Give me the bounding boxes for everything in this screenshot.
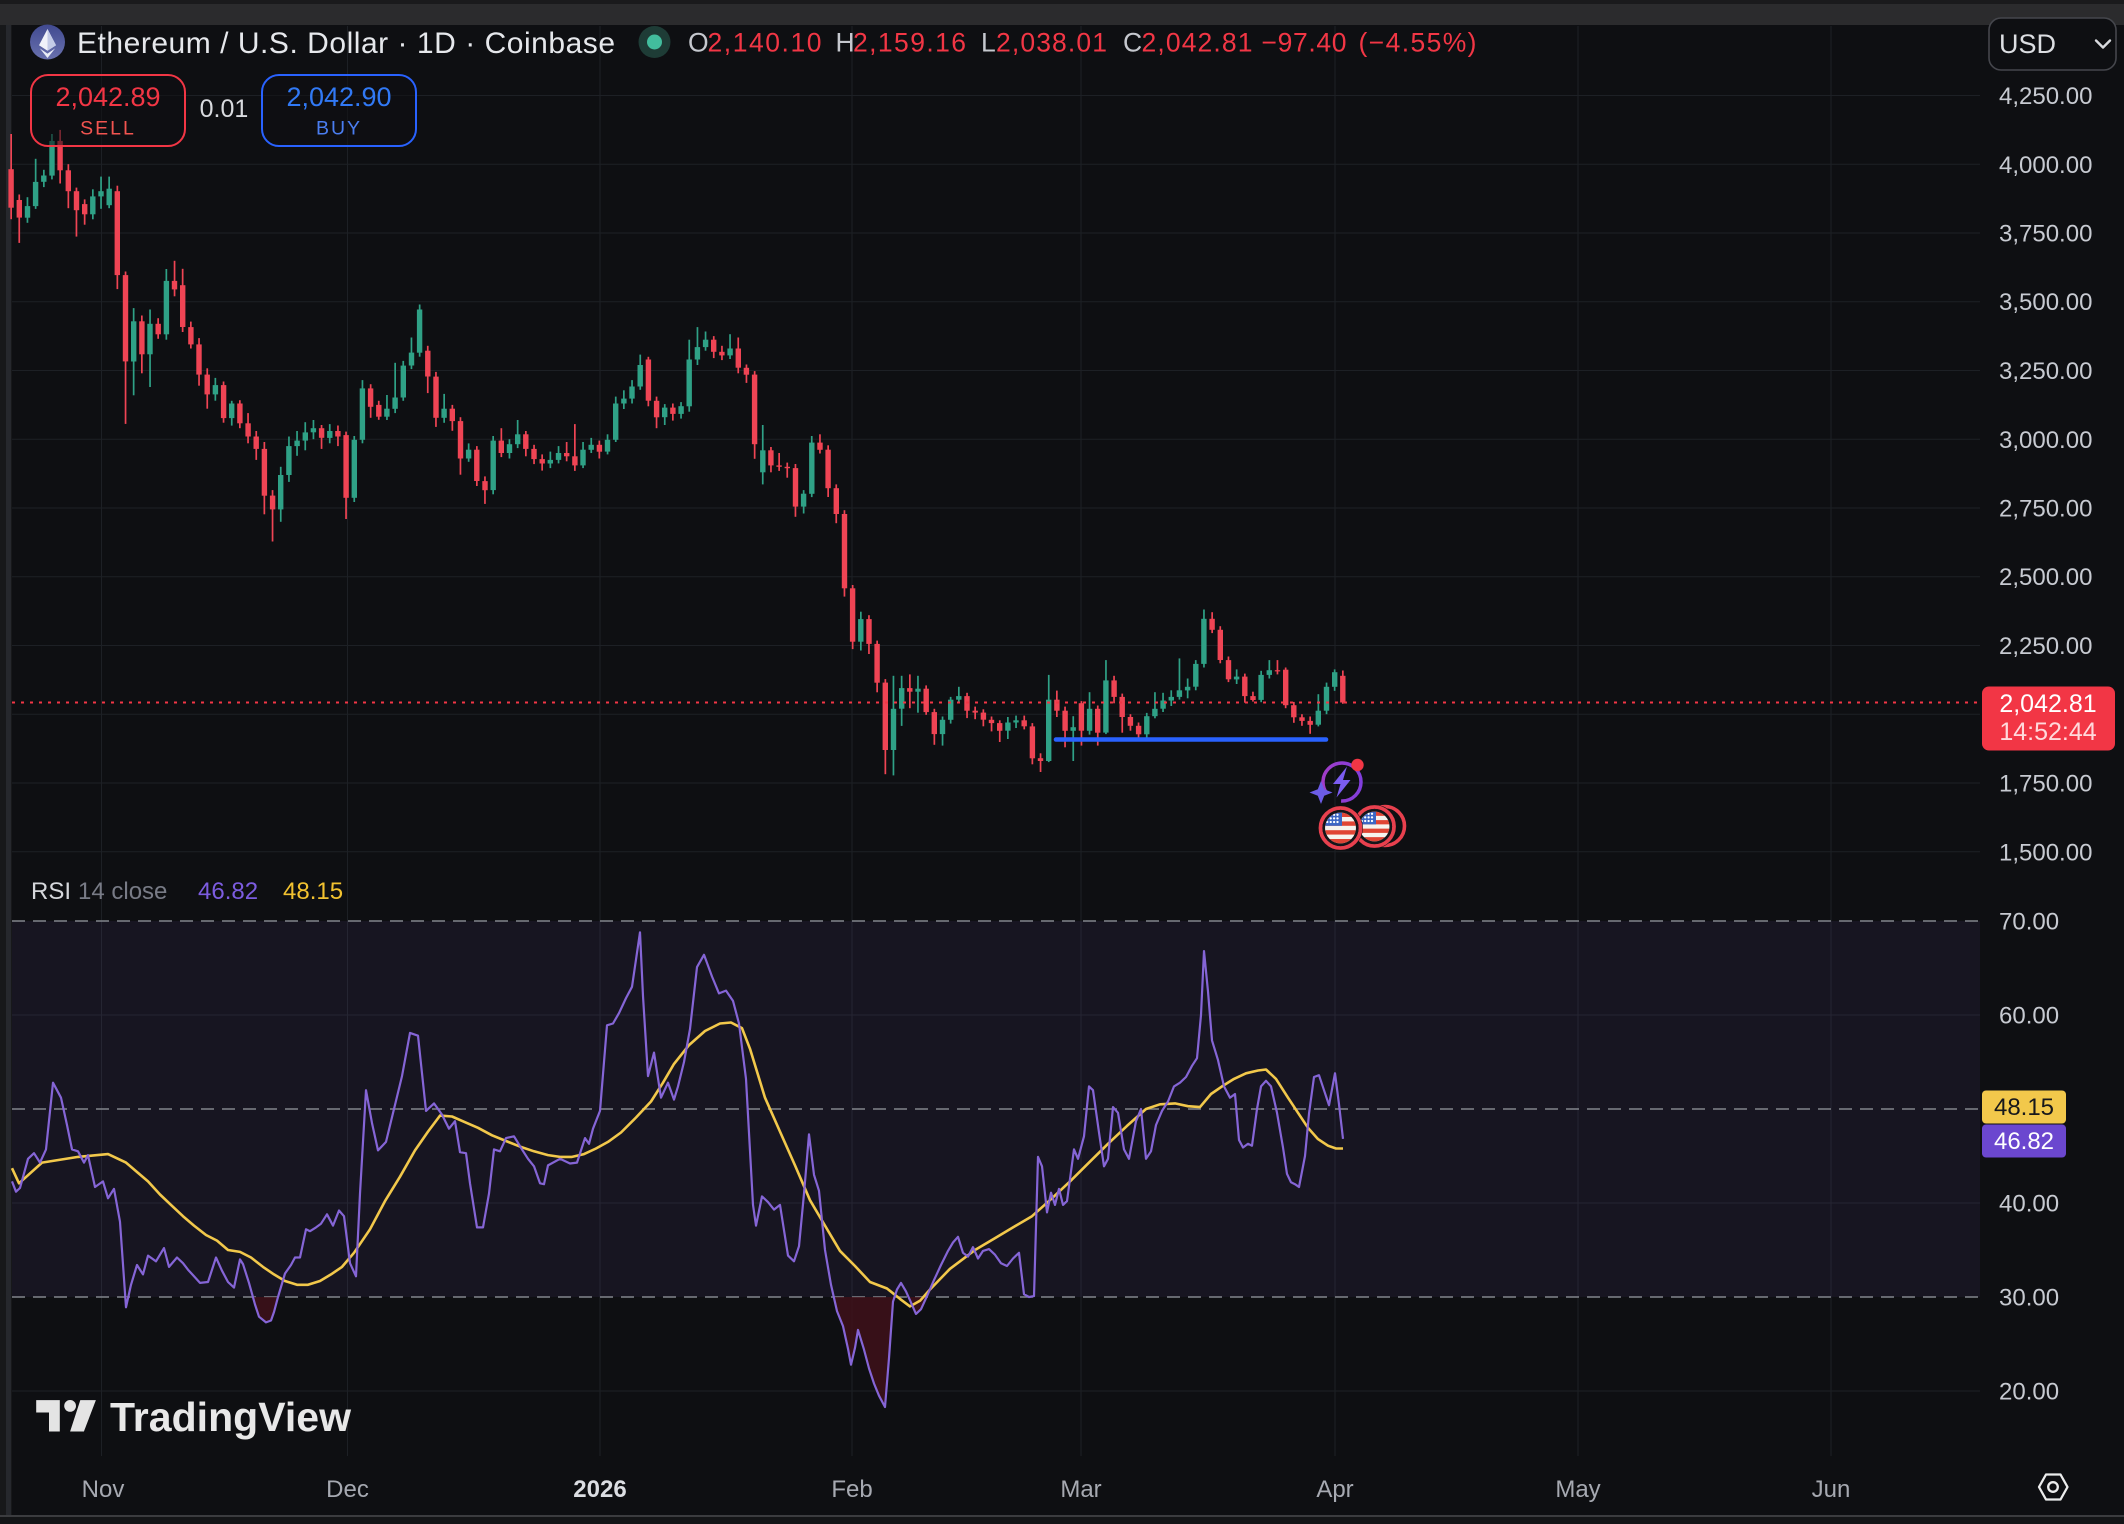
- svg-text:−97.40: −97.40: [1262, 28, 1347, 58]
- svg-text:0.01: 0.01: [200, 95, 249, 123]
- svg-text:2,159.16: 2,159.16: [853, 28, 966, 58]
- svg-text:3,750.00: 3,750.00: [1999, 221, 2092, 248]
- svg-text:Dec: Dec: [326, 1476, 369, 1503]
- svg-text:1,500.00: 1,500.00: [1999, 839, 2092, 866]
- svg-text:60.00: 60.00: [1999, 1003, 2059, 1030]
- svg-text:70.00: 70.00: [1999, 909, 2059, 936]
- svg-text:TradingView: TradingView: [110, 1394, 351, 1440]
- svg-text:2026: 2026: [573, 1476, 626, 1503]
- svg-text:2,750.00: 2,750.00: [1999, 496, 2092, 523]
- svg-text:2,042.89: 2,042.89: [55, 82, 160, 112]
- svg-text:2,038.01: 2,038.01: [996, 28, 1107, 58]
- svg-text:4,250.00: 4,250.00: [1999, 83, 2092, 110]
- svg-text:Apr: Apr: [1316, 1476, 1353, 1503]
- svg-text:Mar: Mar: [1060, 1476, 1101, 1503]
- svg-text:1,750.00: 1,750.00: [1999, 771, 2092, 798]
- svg-text:48.15: 48.15: [283, 878, 343, 905]
- svg-text:2,140.10: 2,140.10: [708, 28, 822, 58]
- svg-text:2,042.90: 2,042.90: [286, 82, 391, 112]
- svg-text:(−4.55%): (−4.55%): [1359, 28, 1477, 58]
- svg-text:20.00: 20.00: [1999, 1379, 2059, 1406]
- svg-text:4,000.00: 4,000.00: [1999, 152, 2092, 179]
- svg-text:3,250.00: 3,250.00: [1999, 358, 2092, 385]
- svg-text:Feb: Feb: [831, 1476, 872, 1503]
- svg-text:Nov: Nov: [82, 1476, 125, 1503]
- svg-text:46.82: 46.82: [198, 878, 258, 905]
- svg-text:40.00: 40.00: [1999, 1191, 2059, 1218]
- svg-text:2,042.81: 2,042.81: [1999, 690, 2096, 718]
- svg-text:3,000.00: 3,000.00: [1999, 427, 2092, 454]
- svg-text:Ethereum / U.S. Dollar · 1D ·: Ethereum / U.S. Dollar · 1D · Coinbase: [77, 27, 615, 60]
- svg-text:46.82: 46.82: [1994, 1128, 2054, 1155]
- svg-text:BUY: BUY: [316, 118, 362, 140]
- svg-text:L: L: [981, 28, 996, 58]
- svg-text:H: H: [836, 28, 855, 58]
- svg-text:Jun: Jun: [1812, 1476, 1851, 1503]
- svg-text:14 close: 14 close: [78, 878, 167, 905]
- svg-text:2,042.81: 2,042.81: [1142, 28, 1253, 58]
- svg-text:C: C: [1123, 28, 1142, 58]
- svg-text:2,250.00: 2,250.00: [1999, 633, 2092, 660]
- svg-text:SELL: SELL: [80, 118, 136, 140]
- svg-text:USD: USD: [1999, 29, 2056, 59]
- svg-text:O: O: [688, 28, 709, 58]
- svg-text:2,500.00: 2,500.00: [1999, 564, 2092, 591]
- svg-text:14:52:44: 14:52:44: [1999, 718, 2096, 746]
- svg-text:3,500.00: 3,500.00: [1999, 289, 2092, 316]
- svg-text:May: May: [1555, 1476, 1600, 1503]
- svg-text:30.00: 30.00: [1999, 1285, 2059, 1312]
- svg-text:RSI: RSI: [31, 878, 71, 905]
- svg-text:48.15: 48.15: [1994, 1094, 2054, 1121]
